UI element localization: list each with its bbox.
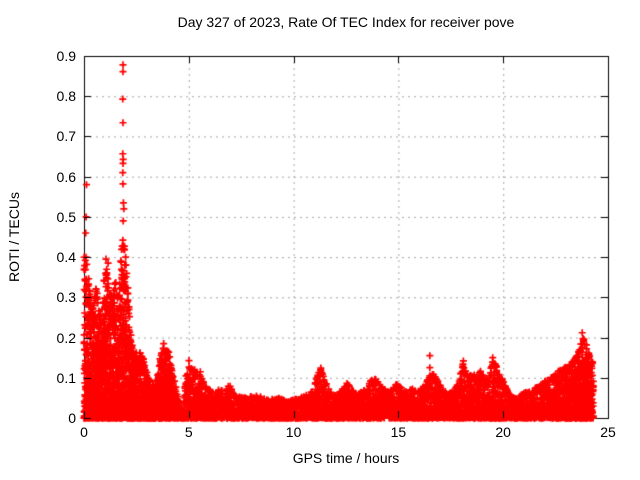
- x-tick-label: 25: [600, 424, 616, 440]
- y-axis-label: ROTI / TECUs: [6, 192, 22, 282]
- x-tick-label: 0: [80, 424, 88, 440]
- y-tick-label: 0.2: [56, 329, 76, 346]
- x-tick-label: 10: [285, 424, 302, 440]
- y-tick-label: 0.4: [56, 249, 76, 266]
- y-tick-label: 0.3: [56, 289, 76, 306]
- y-tick-label: 0.1: [56, 369, 76, 386]
- y-tick-label: 0.6: [56, 168, 76, 185]
- y-tick-label: 0.8: [56, 88, 76, 105]
- chart-title: Day 327 of 2023, Rate Of TEC Index for r…: [177, 14, 515, 30]
- x-axis-label: GPS time / hours: [292, 450, 400, 466]
- y-tick-label: 0.9: [56, 48, 76, 64]
- x-tick-label: 15: [390, 424, 407, 440]
- y-tick-label: 0.7: [56, 128, 76, 145]
- x-tick-label: 20: [495, 424, 511, 440]
- y-tick-label: 0.5: [56, 208, 76, 225]
- x-tick-label: 5: [184, 424, 193, 440]
- y-tick-label: 0: [68, 410, 76, 426]
